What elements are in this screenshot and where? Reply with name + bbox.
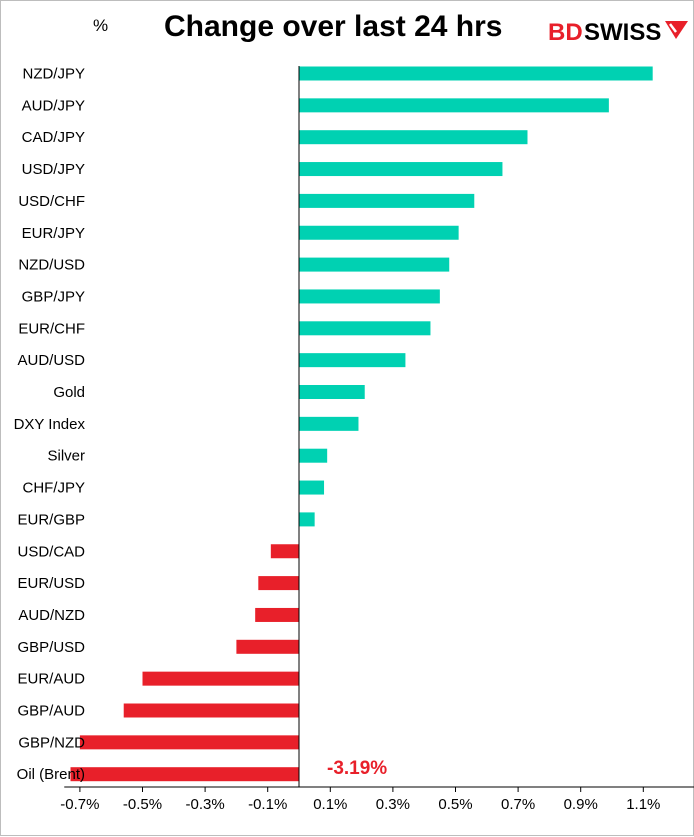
category-label-gold: Gold — [53, 384, 85, 401]
category-label-aud-nzd: AUD/NZD — [18, 607, 85, 624]
category-label-eur-chf: EUR/CHF — [18, 320, 85, 337]
bar-gold — [299, 385, 365, 399]
bar-gbp-jpy — [299, 289, 440, 304]
x-axis: -0.7% -0.5% -0.3% -0.1% 0.1% 0.3% 0.5% 0.7% 0.9%… — [60, 66, 694, 813]
bar-eur-aud — [142, 671, 299, 686]
category-label-usd-chf: USD/CHF — [18, 193, 85, 210]
bar-cad-jpy — [299, 130, 528, 145]
bar-eur-chf — [299, 321, 431, 336]
bar-aud-jpy — [299, 98, 609, 113]
category-label-dxy-index: DXY Index — [14, 416, 86, 433]
x-tick-label: 0.9% — [564, 796, 598, 813]
logo-mark-cut — [669, 23, 677, 33]
category-label-eur-jpy: EUR/JPY — [22, 225, 85, 242]
category-label-aud-jpy: AUD/JPY — [22, 97, 85, 114]
bar-eur-jpy — [299, 225, 459, 240]
bar-eur-gbp — [299, 512, 315, 527]
x-tick-label: 0.7% — [501, 796, 535, 813]
bar-usd-cad — [270, 544, 299, 559]
x-tick-label: 0.5% — [438, 796, 472, 813]
category-label-cad-jpy: CAD/JPY — [22, 129, 85, 146]
category-label-gbp-nzd: GBP/NZD — [18, 734, 85, 751]
bar-usd-jpy — [299, 162, 503, 177]
category-label-gbp-jpy: GBP/JPY — [22, 288, 85, 305]
category-label-gbp-usd: GBP/USD — [17, 639, 85, 656]
category-label-oil-brent: Oil (Brent) — [17, 766, 85, 783]
bar-nzd-usd — [299, 257, 450, 272]
category-label-gbp-aud: GBP/AUD — [17, 703, 85, 720]
logo-text-bd: BD — [548, 19, 583, 46]
x-tick-label: 0.3% — [376, 796, 410, 813]
logo-text-swiss: SWISS — [584, 19, 661, 46]
bar-silver — [299, 448, 328, 463]
category-label-eur-aud: EUR/AUD — [17, 671, 85, 688]
bar-eur-usd — [258, 576, 299, 591]
bar-gbp-aud — [123, 703, 299, 718]
x-tick-label: 1.1% — [626, 796, 660, 813]
oil-brent-annotation: -3.19% — [327, 758, 387, 779]
bars-group — [70, 66, 653, 782]
category-label-nzd-usd: NZD/USD — [18, 257, 85, 274]
bar-nzd-jpy — [299, 66, 653, 81]
category-label-chf-jpy: CHF/JPY — [22, 480, 85, 497]
brand-logo: BD SWISS — [548, 19, 688, 46]
chart-title: Change over last 24 hrs — [164, 10, 502, 43]
bar-oil-brent — [70, 767, 299, 782]
x-tick-label: -0.7% — [60, 796, 99, 813]
category-label-nzd-jpy: NZD/JPY — [22, 66, 85, 83]
bar-gbp-usd — [236, 639, 299, 654]
bar-aud-nzd — [255, 607, 299, 622]
x-tick-label: -0.5% — [123, 796, 162, 813]
category-labels: NZD/JPY AUD/JPY CAD/JPY USD/JPY USD/CHF EUR/J… — [14, 66, 86, 784]
x-tick-label: -0.1% — [248, 796, 287, 813]
category-label-aud-usd: AUD/USD — [17, 352, 85, 369]
bar-gbp-nzd — [79, 735, 300, 750]
category-label-usd-jpy: USD/JPY — [22, 161, 85, 178]
category-label-silver: Silver — [47, 448, 85, 465]
x-tick-label: 0.1% — [313, 796, 347, 813]
bar-usd-chf — [299, 193, 475, 208]
x-tick-label: -0.3% — [186, 796, 225, 813]
bar-dxy-index — [299, 416, 359, 431]
bar-chf-jpy — [299, 480, 325, 495]
unit-label: % — [93, 16, 108, 35]
logo-mark — [665, 21, 688, 39]
category-label-eur-gbp: EUR/GBP — [17, 511, 85, 528]
category-label-usd-cad: USD/CAD — [17, 543, 85, 560]
category-label-eur-usd: EUR/USD — [17, 575, 85, 592]
bar-aud-usd — [299, 353, 406, 368]
